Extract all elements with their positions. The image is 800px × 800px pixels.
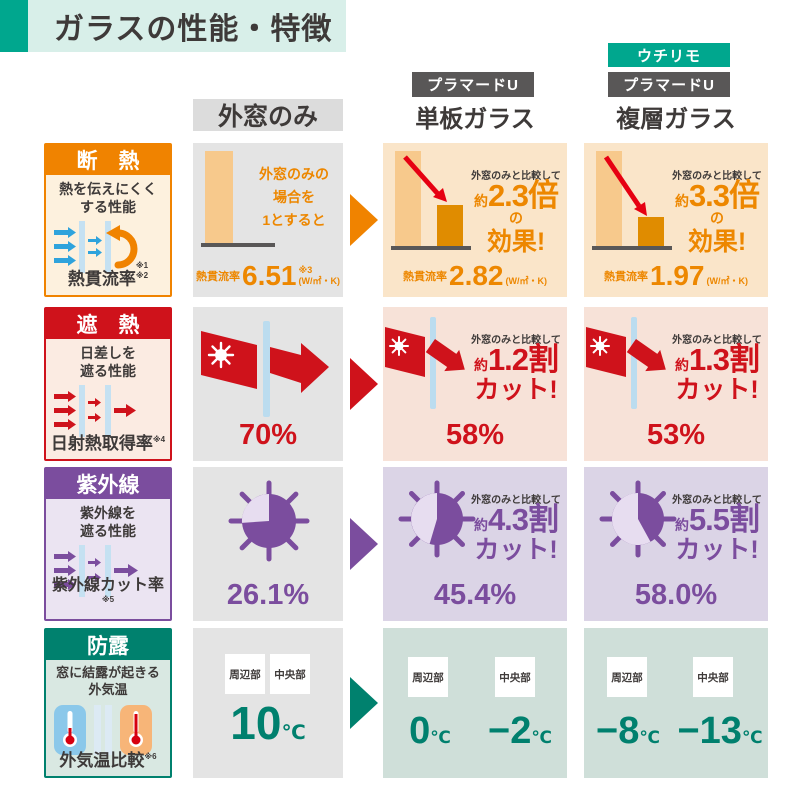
bar-chart-single-graphic	[391, 151, 471, 250]
cell-shading-single: 外窓のみと比較して 約1.2割 カット! 58%	[383, 307, 567, 461]
row-desc-dew: 窓に結露が起きる 外気温	[56, 665, 160, 697]
column-header-double-glass: 複層ガラス	[616, 106, 736, 133]
thermometers-icon	[54, 704, 152, 755]
cell-insulation-single: 外窓のみと比較して 約2.3倍の 効果! 熱貫流率 2.82 (W/㎡・K)	[383, 143, 567, 297]
baseline-note: 外窓のみの 場合を 1とすると	[259, 166, 329, 229]
row-metric-insulation: 熱貫流率 ※1 ※2	[67, 261, 149, 289]
column-header-single-glass: 単板ガラス	[415, 106, 535, 133]
compare-note: 外窓のみと比較して	[672, 171, 762, 182]
row-title-insulation: 断 熱	[46, 145, 170, 175]
solar-gain-double: 53%	[646, 419, 706, 451]
plamado-u-badge-double: プラマードU	[608, 72, 730, 97]
row-desc-uv: 紫外線を 遮る性能	[80, 505, 136, 540]
title-accent-square	[0, 0, 28, 52]
metric-notes: ※5	[101, 595, 115, 604]
cell-insulation-double: 外窓のみと比較して 約3.3倍の 効果! 熱貫流率 1.97 (W/㎡・K)	[584, 143, 768, 297]
cell-uv-single: 外窓のみと比較して 約4.3割 カット! 45.4%	[383, 467, 567, 621]
cell-dew-outer: 周辺部 中央部 10℃	[193, 628, 343, 778]
uv-sun-pie-graphic	[599, 480, 677, 558]
row-desc-insulation: 熱を伝えにくく する性能	[59, 181, 157, 216]
solar-gain-single: 58%	[445, 419, 505, 451]
shading-arrows-icon	[54, 385, 136, 438]
uv-cut-single: 45.4%	[433, 579, 517, 611]
cell-shading-outer: 70%	[193, 307, 343, 461]
effect-text: 約2.3倍の 効果!	[473, 178, 559, 256]
cell-shading-double: 外窓のみと比較して 約1.3割 カット! 53%	[584, 307, 768, 461]
row-label-shading: 遮 熱 日差しを 遮る性能 日射熱取得率 ※4	[44, 307, 172, 461]
row-title-uv: 紫外線	[46, 469, 170, 499]
cut-text: 約4.3割 カット!	[473, 502, 559, 564]
bar-chart-outer-graphic	[201, 151, 275, 247]
cell-uv-double: 外窓のみと比較して 約5.5割 カット! 58.0%	[584, 467, 768, 621]
solar-gain-outer: 70%	[238, 419, 298, 451]
edge-label-box: 周辺部	[607, 657, 647, 697]
cell-dew-single: 周辺部 中央部 0℃ −2℃	[383, 628, 567, 778]
center-label-box: 中央部	[270, 654, 310, 694]
cell-uv-outer: 26.1%	[193, 467, 343, 621]
row-label-uv: 紫外線 紫外線を 遮る性能 紫外線カット率 ※5	[44, 467, 172, 621]
effect-text: 約3.3倍の 効果!	[674, 178, 760, 256]
sun-heat-arrow-graphic	[586, 317, 666, 409]
cut-text: 約1.2割 カット!	[473, 342, 559, 404]
center-label-box: 中央部	[693, 657, 733, 697]
flow-arrow-icon-insulation	[350, 194, 378, 246]
row-label-insulation: 断 熱 熱を伝えにくく する性能 熱貫流率 ※1 ※2	[44, 143, 172, 297]
dew-temp-double-edge: −8℃	[596, 710, 660, 752]
center-label-box: 中央部	[495, 657, 535, 697]
plamado-u-badge-single: プラマードU	[412, 72, 534, 97]
dew-temp-single-edge: 0℃	[409, 710, 451, 752]
metric-notes: ※4	[152, 435, 166, 444]
uchirimo-badge: ウチリモ	[608, 43, 730, 67]
compare-note: 外窓のみと比較して	[672, 335, 762, 346]
compare-note: 外窓のみと比較して	[672, 495, 762, 506]
row-title-shading: 遮 熱	[46, 309, 170, 339]
dew-temp-outer: 10℃	[230, 697, 306, 749]
row-metric-uv: 紫外線カット率 ※5	[51, 577, 164, 604]
u-value-single: 熱貫流率 2.82 (W/㎡・K)	[403, 259, 547, 291]
uv-sun-pie-graphic	[228, 480, 310, 562]
flow-arrow-icon-dew	[350, 677, 378, 729]
uv-cut-outer: 26.1%	[226, 579, 310, 611]
uv-cut-double: 58.0%	[634, 579, 718, 611]
row-title-dew: 防露	[46, 630, 170, 660]
uv-arrows-icon	[54, 545, 138, 598]
edge-label-box: 周辺部	[408, 657, 448, 697]
cut-text: 約1.3割 カット!	[674, 342, 760, 404]
flow-arrow-icon-shading	[350, 358, 378, 410]
sun-heat-arrow-graphic	[385, 317, 465, 409]
column-header-outer-window: 外窓のみ	[193, 99, 343, 131]
row-desc-shading: 日差しを 遮る性能	[80, 345, 136, 380]
u-value-double: 熱貫流率 1.97 (W/㎡・K)	[604, 259, 748, 291]
page-title: ガラスの性能・特徴	[54, 13, 333, 46]
dew-temp-double-center: −13℃	[677, 710, 763, 752]
title-bar: ガラスの性能・特徴	[28, 0, 346, 52]
row-label-dew: 防露 窓に結露が起きる 外気温 外気温比較 ※6	[44, 628, 172, 778]
flow-arrow-icon-uv	[350, 518, 378, 570]
uv-sun-pie-graphic	[398, 480, 476, 558]
cut-text: 約5.5割 カット!	[674, 502, 760, 564]
compare-note: 外窓のみと比較して	[471, 335, 561, 346]
edge-label-box: 周辺部	[225, 654, 265, 694]
cell-dew-double: 周辺部 中央部 −8℃ −13℃	[584, 628, 768, 778]
dew-temp-single-center: −2℃	[488, 710, 552, 752]
row-metric-shading: 日射熱取得率 ※4	[50, 434, 166, 453]
compare-note: 外窓のみと比較して	[471, 495, 561, 506]
row-metric-dew: 外気温比較 ※6	[59, 751, 157, 770]
metric-notes: ※1 ※2	[135, 261, 149, 280]
cell-insulation-outer: 外窓のみの 場合を 1とすると 熱貫流率 6.51 ※3 (W/㎡・K)	[193, 143, 343, 297]
u-value-outer: 熱貫流率 6.51 ※3 (W/㎡・K)	[196, 259, 340, 291]
sun-heat-arrow-graphic	[201, 321, 329, 417]
compare-note: 外窓のみと比較して	[471, 171, 561, 182]
insulation-arrows-icon	[54, 221, 138, 274]
metric-notes: ※6	[144, 752, 157, 761]
bar-chart-double-graphic	[592, 151, 672, 250]
outer-window-label: 外窓のみ	[217, 103, 318, 131]
